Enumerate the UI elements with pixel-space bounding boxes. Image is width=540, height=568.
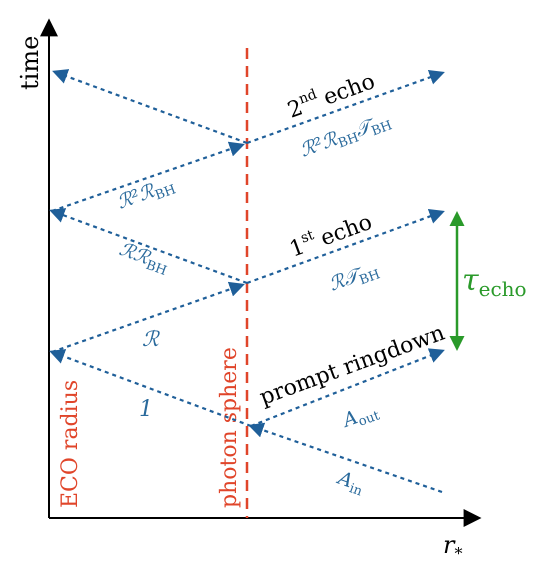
ray-aout (250, 348, 445, 428)
ray-rtbh (246, 208, 445, 285)
ray-rrbh (49, 208, 248, 285)
tau-echo-label: τecho (462, 263, 527, 301)
label-aout: Aout (338, 399, 382, 435)
ray-ain (248, 422, 443, 494)
first-echo-label: 1stecho (285, 207, 375, 263)
ray-r (51, 281, 245, 354)
y-axis-label: time (16, 36, 44, 90)
second-echo-label: 2ndecho (283, 66, 378, 123)
label-one: 1 (139, 397, 153, 422)
x-axis-label: r* (443, 531, 462, 563)
ray-top-left (52, 69, 248, 145)
label-r: ℛ (142, 327, 160, 351)
ray-r2rbh (51, 141, 245, 213)
label-rrbh: ℛℛBH (115, 238, 172, 279)
ray-r2rbhtbh (246, 69, 445, 145)
ray-one (49, 349, 252, 428)
label-rtbh: ℛ𝒯BH (326, 258, 382, 299)
label-r2rbhtbh: ℛ²ℛBH𝒯BH (297, 109, 394, 165)
photon-sphere-label: photon sphere (217, 347, 242, 508)
label-ain: Ain (332, 466, 368, 499)
eco-radius-label: ECO radius (58, 380, 83, 508)
prompt-ringdown-label: prompt ringdown (257, 321, 449, 411)
